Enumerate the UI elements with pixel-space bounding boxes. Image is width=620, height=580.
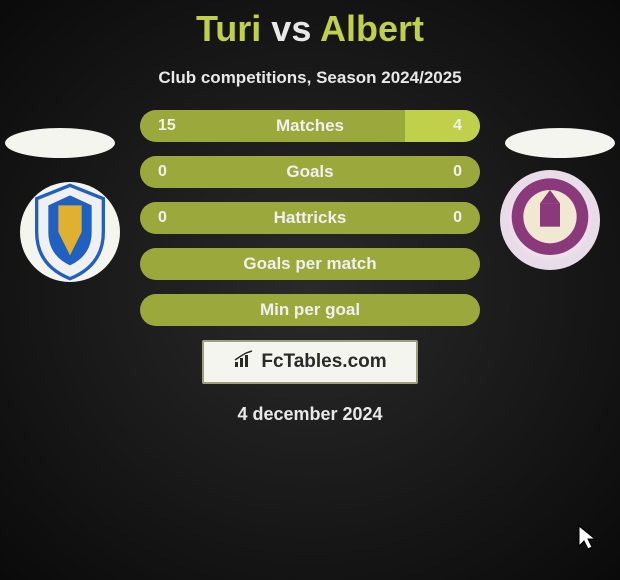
stat-label: Min per goal: [260, 300, 360, 320]
player2-name: Albert: [320, 8, 424, 49]
page-title: Turi vs Albert: [0, 0, 620, 50]
stat-bar-right: [405, 110, 480, 142]
stat-row-matches: 15 Matches 4: [140, 110, 480, 142]
stat-value-left: 15: [158, 117, 176, 135]
date-text: 4 december 2024: [0, 404, 620, 425]
team-right-logo: [500, 170, 600, 270]
fctables-label: FcTables.com: [261, 351, 386, 373]
stat-row-goals: 0 Goals 0: [140, 156, 480, 188]
stat-row-min-per-goal: Min per goal: [140, 294, 480, 326]
stat-bar-left: [140, 110, 405, 142]
cursor-icon: [576, 524, 600, 552]
chart-icon: [233, 350, 255, 374]
vs-text: vs: [271, 8, 311, 49]
team-right-platform: [505, 128, 615, 158]
fctables-badge[interactable]: FcTables.com: [202, 340, 418, 384]
shield-icon: [20, 182, 120, 282]
stat-label: Hattricks: [274, 208, 347, 228]
stat-value-right: 0: [453, 163, 462, 181]
stat-label: Goals: [286, 162, 333, 182]
player1-name: Turi: [196, 8, 261, 49]
stat-row-goals-per-match: Goals per match: [140, 248, 480, 280]
stat-value-right: 4: [453, 117, 462, 135]
stat-label: Goals per match: [243, 254, 376, 274]
stat-value-right: 0: [453, 209, 462, 227]
stat-row-hattricks: 0 Hattricks 0: [140, 202, 480, 234]
team-left-platform: [5, 128, 115, 158]
team-left-logo: [20, 182, 120, 282]
stat-value-left: 0: [158, 163, 167, 181]
stat-value-left: 0: [158, 209, 167, 227]
stat-label: Matches: [276, 116, 344, 136]
subtitle: Club competitions, Season 2024/2025: [0, 68, 620, 88]
shield-icon: [500, 170, 600, 270]
